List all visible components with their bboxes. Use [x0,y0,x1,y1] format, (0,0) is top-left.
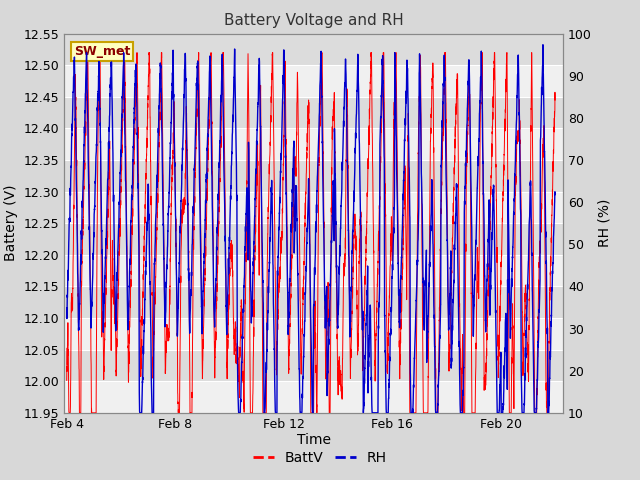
X-axis label: Time: Time [296,433,331,447]
Bar [64,318,563,349]
Y-axis label: RH (%): RH (%) [598,199,611,247]
Legend: BattV, RH: BattV, RH [248,445,392,471]
Bar [64,34,563,65]
Bar [64,65,563,97]
Text: SW_met: SW_met [74,45,131,58]
Bar [64,255,563,287]
Bar [64,192,563,223]
Bar [64,349,563,381]
Bar [64,223,563,255]
Bar [64,381,563,413]
Bar [64,287,563,318]
Bar [64,128,563,160]
Title: Battery Voltage and RH: Battery Voltage and RH [224,13,403,28]
Bar [64,160,563,192]
Y-axis label: Battery (V): Battery (V) [4,185,18,262]
Bar [64,97,563,128]
